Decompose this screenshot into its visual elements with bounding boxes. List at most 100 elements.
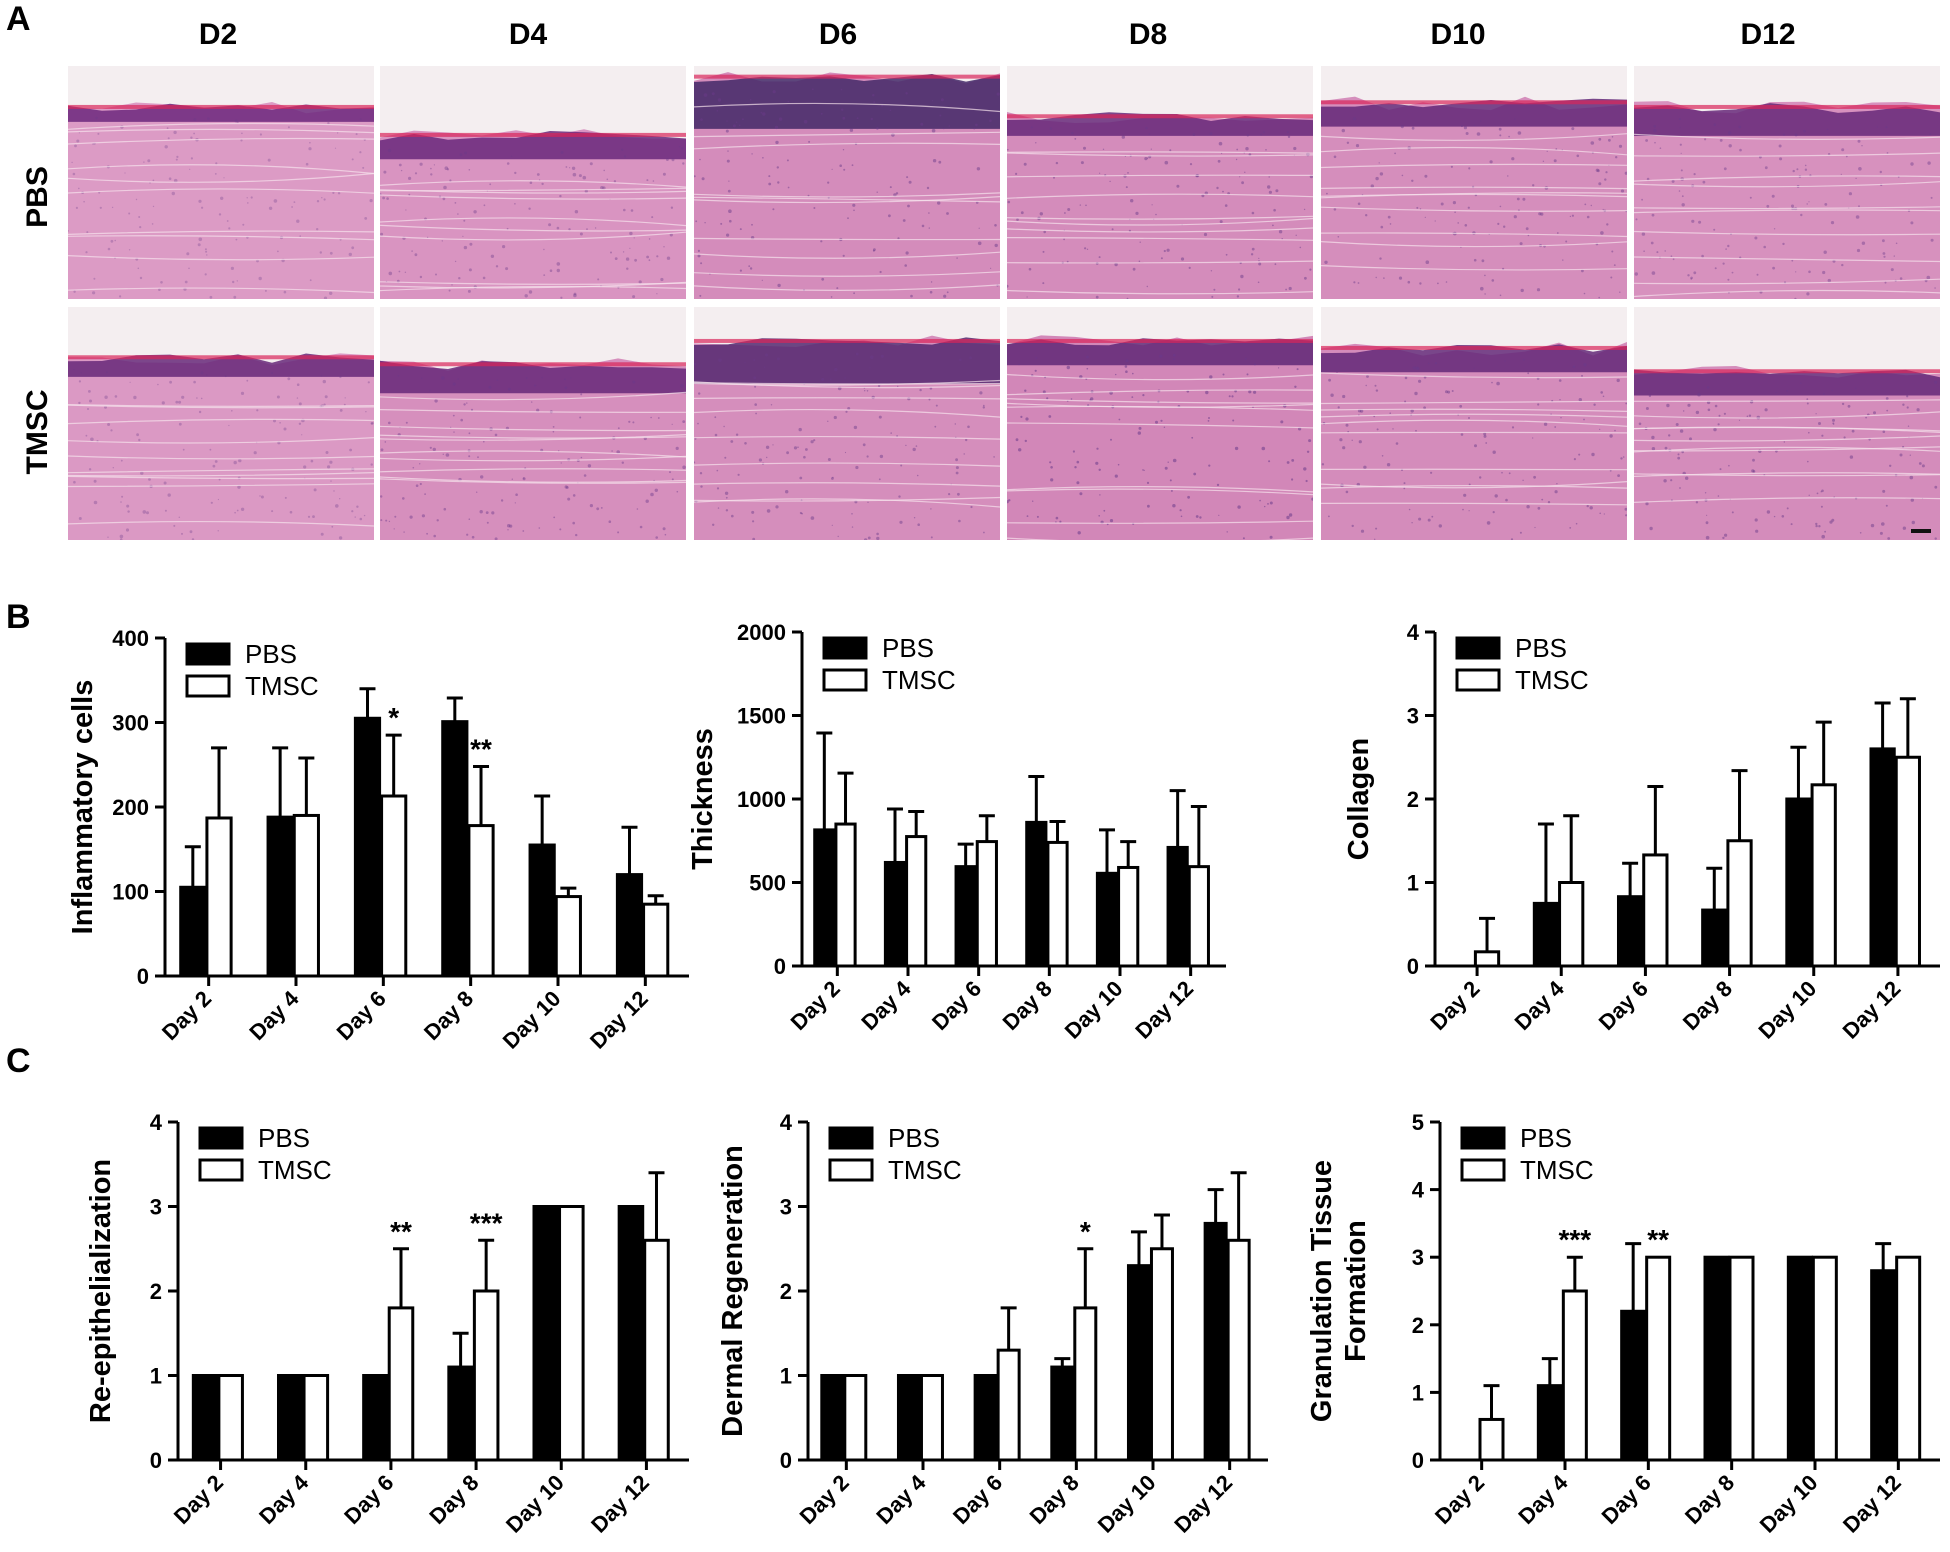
- bar-tmsc: [1187, 865, 1210, 968]
- bar-pbs: [447, 1365, 474, 1462]
- y-tick-label: 3: [1412, 1245, 1424, 1270]
- x-tick-label: Day 6: [948, 1470, 1007, 1529]
- bar-tmsc: [1642, 853, 1669, 968]
- x-tick-label: Day 2: [1425, 976, 1484, 1035]
- bar-pbs: [813, 828, 836, 968]
- y-tick-label: 4: [1412, 1178, 1425, 1203]
- histology-tile: [68, 66, 374, 299]
- y-tick-label: 4: [1407, 620, 1420, 645]
- y-tick-label: 0: [137, 964, 149, 989]
- y-tick-label: 200: [112, 795, 149, 820]
- bar-tmsc: [834, 822, 857, 968]
- column-label-d10: D10: [1430, 18, 1486, 51]
- y-tick-label: 2: [1412, 1313, 1424, 1338]
- bar-tmsc: [472, 1289, 500, 1462]
- legend-swatch-tmsc: [1455, 668, 1501, 692]
- x-tick-label: Day 10: [498, 986, 566, 1054]
- x-tick-label: Day 8: [1680, 1470, 1739, 1529]
- bar-pbs: [1701, 908, 1728, 968]
- legend-swatch-tmsc: [828, 1158, 874, 1182]
- legend-swatch-tmsc: [822, 668, 868, 692]
- histology-tile: [1007, 66, 1313, 299]
- bar-tmsc: [1645, 1255, 1672, 1462]
- bar-tmsc: [1073, 1306, 1098, 1462]
- bar-tmsc: [1811, 1255, 1838, 1462]
- bar-tmsc: [1558, 881, 1585, 968]
- bar-pbs: [1620, 1309, 1647, 1462]
- legend-label-pbs: PBS: [882, 633, 934, 663]
- legend-swatch-pbs: [828, 1126, 874, 1150]
- bar-tmsc: [996, 1348, 1021, 1462]
- legend-label-pbs: PBS: [258, 1123, 310, 1153]
- bar-tmsc: [1046, 840, 1069, 968]
- bar-pbs: [1869, 747, 1896, 968]
- x-tick-label: Day 4: [244, 985, 304, 1045]
- legend-label-tmsc: TMSC: [888, 1155, 962, 1185]
- y-tick-label: 0: [1407, 954, 1419, 979]
- bar-pbs: [1536, 1384, 1563, 1462]
- bar-pbs: [820, 1374, 845, 1462]
- column-label-d2: D2: [198, 18, 238, 51]
- y-tick-label: 400: [112, 626, 149, 651]
- histology-tile: [694, 307, 1000, 540]
- bar-pbs: [1025, 820, 1048, 968]
- x-tick-label: Day 2: [786, 976, 845, 1035]
- x-tick-label: Day 10: [1093, 1470, 1161, 1538]
- legend-label-tmsc: TMSC: [245, 671, 319, 701]
- histology-tile: [380, 66, 686, 299]
- y-tick-label: 2: [780, 1279, 792, 1304]
- bar-pbs: [528, 843, 556, 978]
- y-tick-label: 3: [150, 1195, 162, 1220]
- y-axis-label: Collagen: [1343, 738, 1375, 860]
- x-tick-label: Day 12: [586, 1470, 654, 1538]
- legend-label-tmsc: TMSC: [1515, 665, 1589, 695]
- histology-tile: [694, 66, 1000, 299]
- y-tick-label: 300: [112, 711, 149, 736]
- legend-swatch-tmsc: [198, 1158, 244, 1182]
- x-tick-label: Day 8: [419, 986, 478, 1045]
- histology-tile: [1634, 307, 1940, 540]
- bar-tmsc: [1561, 1289, 1588, 1462]
- significance-marker: **: [1647, 1224, 1669, 1255]
- bar-pbs: [1203, 1221, 1228, 1462]
- bar-pbs: [1095, 871, 1119, 968]
- bar-tmsc: [1149, 1247, 1174, 1462]
- y-axis-label: Dermal Regeneration: [717, 1145, 749, 1437]
- bar-pbs: [1786, 1255, 1813, 1462]
- histology-tile: [1634, 66, 1940, 299]
- x-tick-label: Day 6: [332, 986, 391, 1045]
- significance-marker: **: [390, 1216, 412, 1247]
- bar-pbs: [973, 1374, 998, 1462]
- bar-pbs: [1166, 845, 1189, 968]
- significance-marker: *: [388, 702, 399, 733]
- x-tick-label: Day 4: [856, 975, 916, 1035]
- y-axis-label: Thickness: [687, 728, 719, 870]
- panel-label-c: C: [6, 1042, 31, 1080]
- bar-tmsc: [467, 824, 495, 978]
- histology-tile: [1321, 307, 1627, 540]
- scale-bar: [1911, 529, 1931, 533]
- significance-marker: ***: [470, 1207, 503, 1238]
- legend-swatch-pbs: [198, 1126, 244, 1150]
- legend-swatch-pbs: [822, 636, 868, 660]
- y-tick-label: 0: [150, 1448, 162, 1473]
- legend-label-pbs: PBS: [245, 639, 297, 669]
- bar-tmsc: [554, 895, 582, 978]
- legend-label-pbs: PBS: [888, 1123, 940, 1153]
- x-tick-label: Day 10: [1755, 1470, 1823, 1538]
- x-tick-label: Day 8: [998, 976, 1057, 1035]
- bar-tmsc: [1473, 950, 1501, 968]
- x-tick-label: Day 4: [871, 1469, 931, 1529]
- bar-tmsc: [1478, 1417, 1505, 1462]
- histology-tile: [1321, 66, 1627, 299]
- bar-tmsc: [292, 813, 320, 978]
- legend-swatch-pbs: [1460, 1126, 1506, 1150]
- bar-tmsc: [905, 835, 928, 968]
- bar-tmsc: [919, 1374, 944, 1462]
- bar-pbs: [954, 865, 977, 968]
- column-label-d4: D4: [508, 18, 548, 51]
- bar-tmsc: [380, 794, 408, 978]
- y-tick-label: 0: [780, 1448, 792, 1473]
- x-tick-label: Day 4: [1510, 975, 1570, 1035]
- legend-swatch-tmsc: [185, 674, 231, 698]
